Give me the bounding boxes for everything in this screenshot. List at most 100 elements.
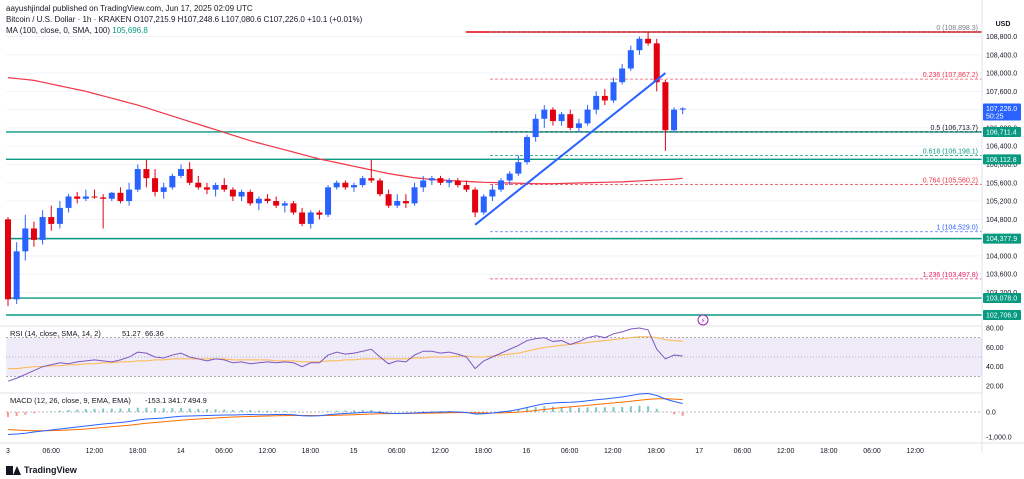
rsi-tick-label: 80.00 xyxy=(986,326,1004,333)
price-tag-value: 102,706.9 xyxy=(986,313,1017,320)
candle-body xyxy=(653,43,660,83)
candle-body xyxy=(281,203,288,206)
chart-header: aayushjindal published on TradingView.co… xyxy=(6,3,362,36)
trend-line[interactable] xyxy=(474,72,667,226)
candle-body xyxy=(498,180,505,190)
time-tick-label: 12:00 xyxy=(777,448,795,455)
price-tag-box xyxy=(983,310,1021,320)
price-tag-box xyxy=(983,103,1021,121)
macd-line xyxy=(7,392,683,435)
time-tick-label: 06:00 xyxy=(734,448,752,455)
candle-body xyxy=(316,212,323,215)
fib-level-label: 1.236 (103,497.8) xyxy=(923,272,978,279)
candle-body xyxy=(515,162,522,174)
symbol-title[interactable]: Bitcoin / U.S. Dollar · 1h · KRAKEN xyxy=(6,15,132,24)
candle-body xyxy=(394,201,401,206)
price-tick-label: 106,000.0 xyxy=(986,162,1017,169)
tradingview-brand[interactable]: TradingView xyxy=(6,465,77,475)
candle-body xyxy=(290,203,297,213)
candle-body xyxy=(662,82,669,131)
candle-body xyxy=(74,196,81,199)
fib-level-label: 1 (104,529.0) xyxy=(936,225,978,232)
candle-body xyxy=(48,217,55,224)
price-tick-label: 105,600.0 xyxy=(986,180,1017,187)
macd-title: MACD (12, 26, close, 9, EMA, EMA) xyxy=(10,396,131,405)
ma-legend[interactable]: MA (100, close, 0, SMA, 100) 105,696.8 xyxy=(6,25,362,36)
candle-body xyxy=(195,182,202,188)
candle-body xyxy=(203,187,210,190)
candle-body xyxy=(307,212,314,224)
time-tick-label: 06:00 xyxy=(215,448,233,455)
candle-body xyxy=(472,189,479,213)
time-tick-label: 18:00 xyxy=(474,448,492,455)
rsi-band xyxy=(6,337,982,377)
candle-body xyxy=(385,194,392,206)
rsi-pane[interactable]: RSI (14, close, SMA, 14, 2) 51.27 66.36 20.… xyxy=(0,314,1004,391)
support-resistance-lines[interactable] xyxy=(6,31,982,316)
price-tag-value: 106,711.4 xyxy=(986,129,1017,136)
candle-body xyxy=(186,169,193,183)
candle-body xyxy=(351,185,357,188)
candle-body xyxy=(82,196,89,199)
price-tick-label: 104,000.0 xyxy=(986,253,1017,260)
price-tag: 106,112.8 xyxy=(983,154,1021,165)
published-by: aayushjindal published on TradingView.co… xyxy=(6,4,253,13)
price-tag-box xyxy=(983,233,1021,244)
price-tag-value: 104,377.9 xyxy=(986,236,1017,243)
candle-body xyxy=(91,196,98,198)
candle-body xyxy=(463,185,470,190)
rsi-line xyxy=(7,327,683,382)
candle-body xyxy=(368,178,375,181)
candle-body xyxy=(446,180,453,183)
rsi-tick-label: 60.00 xyxy=(986,345,1004,352)
fib-level-label: 0.236 (107,867.2) xyxy=(923,72,978,79)
macd-value: 341.7 xyxy=(168,396,187,405)
price-tag-box xyxy=(983,293,1021,304)
grid-lines xyxy=(6,35,982,293)
candle-body xyxy=(117,192,124,202)
candle-body xyxy=(212,185,219,190)
time-tick-label: 3 xyxy=(6,448,10,455)
candle-body xyxy=(143,169,150,179)
time-tick-label: 12:00 xyxy=(906,448,924,455)
candle-body xyxy=(671,109,678,131)
candle-body xyxy=(22,228,29,252)
price-tick-label: 108,000.0 xyxy=(986,71,1017,78)
price-tick-label: 106,400.0 xyxy=(986,144,1017,151)
fibonacci-retracement[interactable]: 0 (108,898.3) 0.236 (107,867.2) 0.5 (106,7… xyxy=(490,25,982,280)
price-tag: 103,078.0 xyxy=(983,293,1021,304)
macd-pane[interactable]: MACD (12, 26, close, 9, EMA, EMA) -153.1 3… xyxy=(0,392,1012,442)
time-axis[interactable]: 3 06:00 12:00 18:00 14 06:00 12:00 18:00 15 06:00… xyxy=(0,442,1024,455)
time-tick-label: 12:00 xyxy=(604,448,622,455)
price-axis[interactable]: USD103,200.0103,600.0104,000.0104,400.01… xyxy=(981,0,1021,452)
time-tick-label: 14 xyxy=(177,448,185,455)
price-tick-label: 105,200.0 xyxy=(986,199,1017,206)
macd-tick-label: 0.0 xyxy=(986,410,996,417)
macd-signal-value: 494.9 xyxy=(188,396,207,405)
price-tag-box xyxy=(983,154,1021,165)
candle-body xyxy=(541,109,548,119)
bullish-trend-line xyxy=(474,72,667,226)
candle-body xyxy=(532,118,539,138)
price-tag-value: 106,112.8 xyxy=(986,157,1017,164)
candle-body xyxy=(299,212,306,224)
rsi-value: 51.27 xyxy=(122,329,141,338)
candle-body xyxy=(152,178,159,192)
price-tag-countdown: 50:25 xyxy=(986,113,1004,120)
price-tick-label: 104,800.0 xyxy=(986,217,1017,224)
candle-body xyxy=(65,196,72,208)
price-tag-box xyxy=(983,126,1021,137)
time-tick-label: 15 xyxy=(350,448,358,455)
candle-body xyxy=(229,189,236,197)
candle-body xyxy=(273,201,280,206)
moving-average-line xyxy=(7,77,683,185)
brand-label: TradingView xyxy=(24,465,77,475)
price-tag: 102,706.9 xyxy=(983,310,1021,320)
macd-hist-value: -153.1 xyxy=(145,396,166,405)
candle-body xyxy=(221,185,228,190)
candle-body xyxy=(610,82,617,101)
candle-body xyxy=(255,198,262,204)
candle-body xyxy=(454,180,461,186)
tradingview-logo-icon xyxy=(6,465,21,475)
